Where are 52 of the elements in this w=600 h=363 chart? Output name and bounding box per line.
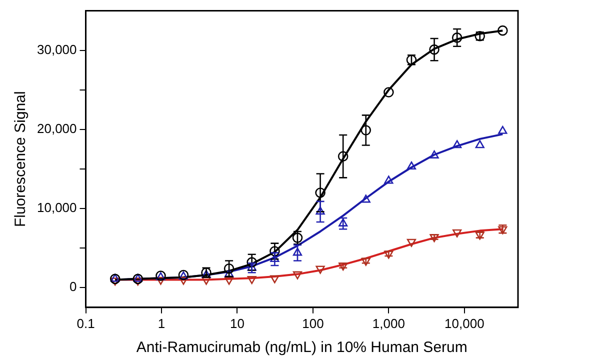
point bbox=[178, 276, 188, 285]
point bbox=[430, 150, 439, 158]
point bbox=[430, 234, 439, 242]
point bbox=[224, 269, 234, 278]
point bbox=[316, 206, 325, 215]
point bbox=[156, 276, 166, 285]
x-tick-label: 100 bbox=[302, 316, 324, 331]
point bbox=[498, 126, 508, 134]
point bbox=[452, 229, 462, 238]
point bbox=[132, 274, 144, 284]
point bbox=[384, 87, 394, 98]
x-tick-label: 1 bbox=[158, 316, 166, 331]
point bbox=[338, 218, 348, 226]
point bbox=[384, 250, 394, 259]
y-axis-title: Fluorescence Signal bbox=[12, 91, 30, 228]
point bbox=[406, 161, 416, 170]
y-tick-label: 20,000 bbox=[36, 121, 77, 136]
point bbox=[315, 188, 326, 198]
point bbox=[361, 258, 370, 266]
y-tick-label: 10,000 bbox=[36, 200, 77, 216]
point bbox=[406, 238, 416, 247]
point bbox=[452, 32, 462, 43]
point bbox=[498, 25, 508, 36]
point bbox=[246, 257, 257, 268]
point bbox=[110, 274, 120, 284]
point bbox=[247, 276, 256, 284]
point bbox=[270, 275, 280, 284]
x-tick-label: 10,000 bbox=[444, 316, 484, 331]
point bbox=[361, 194, 370, 203]
point bbox=[270, 246, 280, 256]
x-tick-label: 10 bbox=[230, 316, 244, 331]
point bbox=[338, 151, 348, 162]
point bbox=[452, 140, 462, 148]
point bbox=[384, 176, 394, 184]
x-axis-title: Anti-Ramucirumab (ng/mL) in 10% Human Serum bbox=[136, 339, 468, 356]
x-tick-label: 0.1 bbox=[76, 316, 95, 331]
point bbox=[292, 248, 302, 256]
point bbox=[224, 263, 234, 274]
point bbox=[475, 140, 484, 148]
point bbox=[110, 274, 120, 282]
point bbox=[247, 262, 256, 271]
point bbox=[133, 274, 142, 282]
x-tick-label: 1,000 bbox=[372, 316, 405, 331]
point bbox=[360, 125, 372, 136]
point bbox=[316, 266, 325, 274]
y-tick-label: 0 bbox=[70, 279, 77, 294]
point bbox=[202, 276, 211, 285]
y-tick-label: 30,000 bbox=[36, 42, 77, 57]
point bbox=[224, 276, 234, 285]
point bbox=[292, 271, 302, 280]
point bbox=[429, 44, 440, 55]
point bbox=[338, 262, 348, 271]
